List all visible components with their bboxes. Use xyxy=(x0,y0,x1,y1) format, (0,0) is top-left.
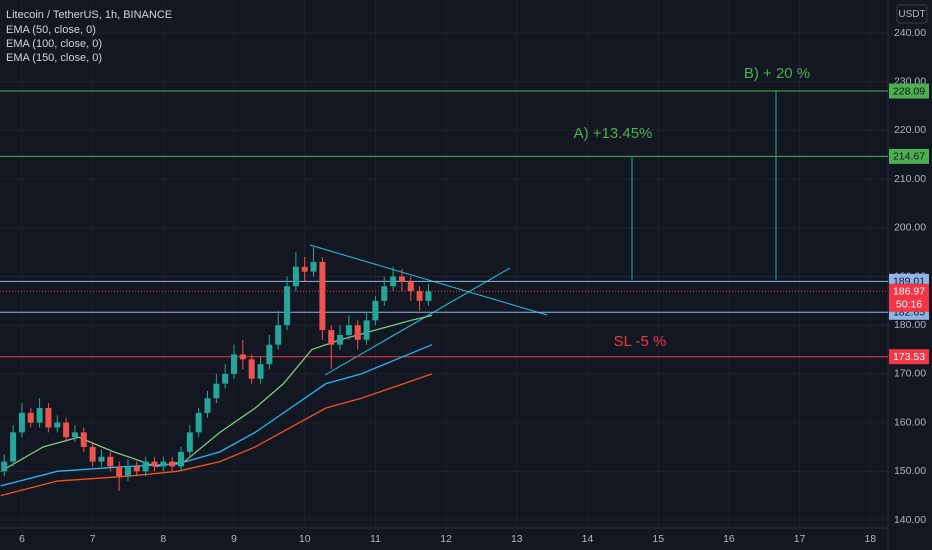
candle-body xyxy=(80,432,87,447)
candle-body xyxy=(213,383,220,399)
countdown: 50:16 xyxy=(896,299,922,311)
legend-entry: EMA (100, close, 0) xyxy=(6,38,102,50)
candle-body xyxy=(407,281,414,292)
candle-body xyxy=(416,291,423,301)
candle-body xyxy=(169,461,176,467)
candle-body xyxy=(124,466,131,477)
candle-body xyxy=(10,432,17,462)
level-label: 228.09 xyxy=(893,85,925,97)
y-tick-label: 160.00 xyxy=(894,416,926,428)
candle-body xyxy=(27,412,34,423)
ema-line xyxy=(0,373,433,497)
y-tick-label: 200.00 xyxy=(894,222,926,234)
candle-body xyxy=(390,276,397,287)
candle-body xyxy=(231,354,238,374)
candle-body xyxy=(266,344,273,365)
level-label: 173.53 xyxy=(893,351,925,363)
candle-body xyxy=(204,398,211,413)
chart-title: Litecoin / TetherUS, 1h, BINANCE xyxy=(6,9,172,21)
candle-body xyxy=(116,466,123,477)
candle-body xyxy=(239,354,246,360)
candle-body xyxy=(177,451,184,467)
candle-body xyxy=(160,461,167,467)
candle-body xyxy=(151,461,158,467)
candle-body xyxy=(142,461,149,472)
candle-body xyxy=(354,325,361,340)
level-label: 214.67 xyxy=(893,151,925,163)
y-tick-label: 140.00 xyxy=(894,514,926,526)
candle-body xyxy=(186,432,193,452)
candle-body xyxy=(98,456,105,462)
candle-body xyxy=(398,276,405,282)
candle-body xyxy=(337,334,344,345)
candle-body xyxy=(45,408,52,428)
y-tick-label: 210.00 xyxy=(894,173,926,185)
legend-entry: EMA (150, close, 0) xyxy=(6,52,102,64)
candle-body xyxy=(71,432,78,438)
y-tick-label: 240.00 xyxy=(894,27,926,39)
candle-body xyxy=(1,461,8,472)
x-tick-label: 10 xyxy=(299,533,311,545)
candle-body xyxy=(222,373,229,384)
x-tick-label: 7 xyxy=(90,533,96,545)
candle-body xyxy=(372,300,379,321)
annotation: A) +13.45% xyxy=(574,125,653,142)
trendline xyxy=(309,244,548,316)
x-tick-label: 13 xyxy=(511,533,523,545)
y-tick-label: 170.00 xyxy=(894,368,926,380)
last-price-box xyxy=(889,283,929,312)
x-tick-label: 17 xyxy=(794,533,806,545)
x-tick-label: 18 xyxy=(864,533,876,545)
candle-body xyxy=(275,325,282,345)
candle-body xyxy=(63,422,70,438)
legend-entry: EMA (50, close, 0) xyxy=(6,24,96,36)
x-tick-label: 16 xyxy=(723,533,735,545)
candle-body xyxy=(381,286,388,301)
x-tick-label: 9 xyxy=(231,533,237,545)
y-tick-label: 150.00 xyxy=(894,465,926,477)
annotation: SL -5 % xyxy=(614,333,667,350)
level-label-box xyxy=(889,349,929,365)
level-label-box xyxy=(889,148,929,164)
x-tick-label: 12 xyxy=(440,533,452,545)
candle-body xyxy=(292,266,299,287)
grid xyxy=(0,0,888,528)
y-tick-label: 180.00 xyxy=(894,319,926,331)
plot xyxy=(0,90,888,497)
level-label-box xyxy=(889,83,929,99)
currency[interactable]: USDT xyxy=(898,9,925,20)
candle-body xyxy=(248,359,255,379)
candle-body xyxy=(54,422,61,428)
y-tick-label: 220.00 xyxy=(894,124,926,136)
x-tick-label: 15 xyxy=(652,533,664,545)
annotation: B) + 20 % xyxy=(744,65,810,82)
candle-body xyxy=(328,330,335,345)
candle-body xyxy=(89,446,96,462)
candle-body xyxy=(284,286,291,326)
candle-body xyxy=(345,325,352,335)
candle-body xyxy=(18,412,25,433)
candle-body xyxy=(425,291,432,301)
candle-body xyxy=(195,412,202,433)
candle-body xyxy=(301,266,308,272)
x-tick-label: 6 xyxy=(19,533,25,545)
x-tick-label: 8 xyxy=(160,533,166,545)
candle-body xyxy=(36,408,43,423)
candle-body xyxy=(133,466,140,472)
candle-body xyxy=(363,320,370,340)
candle-body xyxy=(107,456,114,467)
currency-button[interactable] xyxy=(896,4,928,24)
candle-body xyxy=(310,261,317,272)
candle-body xyxy=(257,364,264,379)
last-price-label: 186.97 xyxy=(893,286,925,298)
candle-body xyxy=(319,261,326,331)
x-tick-label: 14 xyxy=(582,533,594,545)
x-tick-label: 11 xyxy=(370,533,381,545)
ema-line xyxy=(0,344,433,487)
